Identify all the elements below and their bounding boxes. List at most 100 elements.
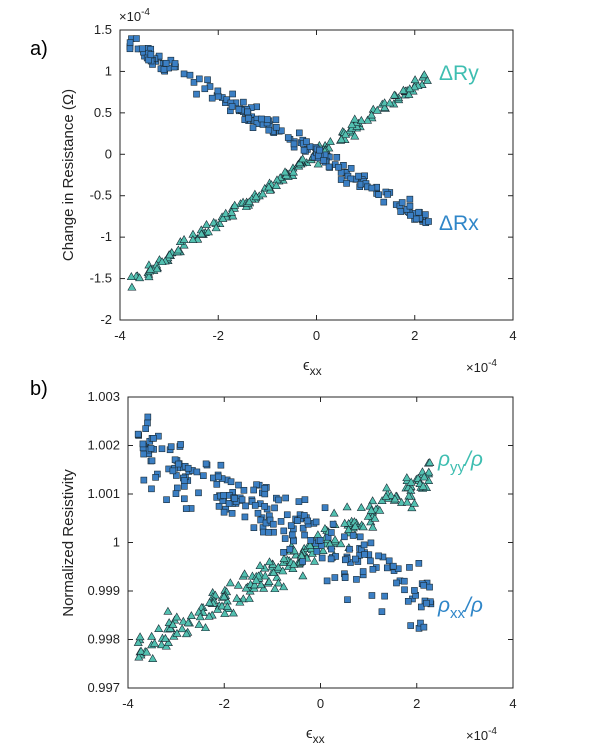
square-point xyxy=(397,208,404,215)
square-point xyxy=(261,484,269,492)
square-point xyxy=(369,566,377,573)
triangle-point xyxy=(200,623,210,632)
square-point xyxy=(295,129,303,137)
square-point xyxy=(331,574,339,581)
square-point xyxy=(401,577,408,585)
triangle-point xyxy=(288,167,298,176)
triangle-point xyxy=(172,628,182,637)
square-point xyxy=(190,79,198,86)
x-tick-label: 4 xyxy=(509,696,516,711)
square-point xyxy=(375,552,382,560)
square-point xyxy=(173,472,180,479)
y-tick-label: 1.003 xyxy=(87,389,120,404)
square-point xyxy=(140,450,147,458)
triangle-point xyxy=(370,513,380,522)
triangle-point xyxy=(135,273,145,282)
square-point xyxy=(249,124,257,131)
triangle-point xyxy=(251,192,261,201)
x-tick-label: -2 xyxy=(218,696,230,711)
square-point xyxy=(241,513,249,521)
x-multiplier-a: ×10-4 xyxy=(466,358,497,375)
x-tick-label: 0 xyxy=(313,328,320,343)
triangle-point xyxy=(313,159,323,168)
square-point xyxy=(235,106,243,113)
square-point xyxy=(204,76,211,84)
square-point xyxy=(169,467,177,475)
triangle-point xyxy=(172,612,182,621)
triangle-point xyxy=(356,115,366,124)
square-point xyxy=(290,537,297,545)
triangle-point xyxy=(168,620,178,629)
triangle-point xyxy=(183,618,193,627)
square-point xyxy=(280,527,288,535)
square-point xyxy=(251,502,259,509)
triangle-point xyxy=(298,154,308,163)
panel-b: -4 -2 0 2 4 0.997 0.998 0.999 1 1.001 1.002 1.003 b… xyxy=(30,378,517,746)
triangle-point xyxy=(203,227,213,236)
triangle-point xyxy=(407,503,417,512)
square-point xyxy=(406,564,413,571)
triangle-point xyxy=(241,583,251,592)
x-multiplier-a-exp: -4 xyxy=(488,358,497,369)
square-point xyxy=(361,551,368,558)
square-point xyxy=(220,508,228,516)
triangle-point xyxy=(406,477,416,486)
triangle-point xyxy=(256,580,266,589)
triangle-point xyxy=(336,134,346,143)
square-point xyxy=(171,60,179,67)
square-point xyxy=(160,66,168,73)
square-point xyxy=(253,120,261,127)
triangle-point xyxy=(127,282,137,291)
triangle-point xyxy=(425,458,435,466)
square-point xyxy=(139,440,147,448)
triangle-point xyxy=(145,264,155,273)
square-point xyxy=(423,599,430,607)
y-tick-label: 0.5 xyxy=(94,105,112,120)
x-axis-label-b: ϵxx xyxy=(306,725,325,746)
x-tick-label: 2 xyxy=(413,696,420,711)
square-point xyxy=(275,496,282,504)
y-axis-label-a: Change in Resistance (Ω) xyxy=(60,89,77,261)
triangle-point xyxy=(134,652,144,661)
series-label-rho-yy-tail: /ρ xyxy=(463,448,483,471)
square-point xyxy=(245,114,252,122)
square-point xyxy=(195,489,202,497)
square-point xyxy=(327,555,335,563)
triangle-point xyxy=(295,158,305,167)
triangle-point xyxy=(228,608,238,617)
triangle-point xyxy=(386,490,396,499)
square-point xyxy=(225,500,233,507)
square-point xyxy=(415,560,423,567)
square-point xyxy=(341,574,349,581)
square-point xyxy=(152,474,159,481)
square-point xyxy=(401,586,408,594)
square-point xyxy=(411,587,418,594)
square-point xyxy=(240,98,247,106)
square-point xyxy=(320,157,327,164)
triangle-point xyxy=(417,467,427,476)
square-point xyxy=(301,496,309,503)
triangle-point xyxy=(244,594,254,602)
square-point xyxy=(385,557,393,565)
triangle-point xyxy=(358,522,368,531)
triangle-point xyxy=(404,89,414,98)
triangle-point xyxy=(196,229,206,238)
triangle-point xyxy=(157,257,167,266)
square-point xyxy=(393,579,400,587)
square-point xyxy=(300,512,308,519)
triangle-point xyxy=(209,217,219,226)
triangle-point xyxy=(382,483,392,492)
series-label-rho-xx-tail: /ρ xyxy=(463,594,483,617)
triangle-point xyxy=(235,597,245,606)
square-point xyxy=(295,498,303,505)
triangle-point xyxy=(225,578,235,587)
triangle-point xyxy=(186,611,196,619)
square-point xyxy=(180,477,188,484)
triangle-point xyxy=(222,602,232,611)
triangle-point xyxy=(163,606,173,615)
triangle-point xyxy=(264,182,274,191)
triangle-point xyxy=(409,498,419,507)
triangle-point xyxy=(126,272,136,280)
square-point xyxy=(214,473,222,481)
